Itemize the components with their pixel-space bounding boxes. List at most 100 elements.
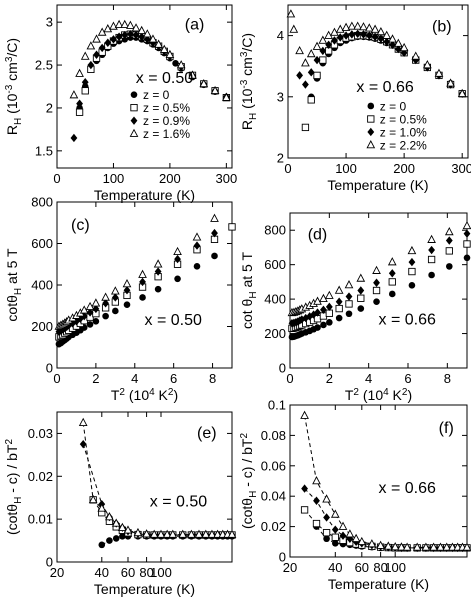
x-tick-label: 4 [131, 371, 138, 386]
data-point [353, 21, 363, 30]
data-point [383, 541, 393, 550]
data-point [338, 521, 348, 530]
y-tick-label: 2.5 [35, 58, 53, 73]
data-point [210, 213, 219, 222]
y-tick-label: 2 [46, 100, 53, 115]
data-point [133, 527, 143, 537]
data-point [376, 26, 386, 36]
data-point [412, 542, 422, 551]
data-point [137, 25, 147, 34]
y-axis-label: (cotθH - c) / bT2 [4, 439, 24, 536]
data-point [302, 313, 310, 323]
plot-frame [56, 4, 233, 169]
data-point [126, 20, 135, 29]
data-point [347, 21, 357, 30]
data-point [302, 80, 309, 89]
x-tick-label: 20 [283, 560, 297, 575]
data-point [462, 220, 471, 230]
data-point [393, 38, 403, 47]
x-tick-label: 0 [284, 161, 291, 176]
y-tick-label: 200 [264, 326, 286, 341]
data-point [331, 525, 339, 534]
data-point [131, 23, 141, 32]
data-point [174, 254, 181, 264]
data-point [373, 298, 380, 305]
data-point [165, 49, 175, 59]
x-tick-label: 6 [404, 371, 411, 386]
data-point [445, 236, 453, 245]
y-tick-label: 0.02 [28, 469, 53, 484]
data-point [174, 275, 181, 283]
data-point [213, 529, 222, 538]
y-tick-label: 1.5 [35, 143, 53, 158]
data-point [93, 50, 100, 59]
x-tick-label: 20 [50, 565, 64, 580]
data-series [69, 19, 231, 101]
series-line [82, 443, 232, 536]
legend-marker [366, 140, 376, 149]
legend-label: z = 0.5% [380, 112, 427, 126]
panel-label: (c) [71, 217, 90, 234]
data-point [79, 439, 87, 449]
data-point [356, 273, 366, 282]
panel-label: (e) [197, 425, 217, 442]
data-point [318, 35, 328, 44]
data-series [300, 506, 471, 552]
data-point [344, 280, 354, 289]
legend-marker [367, 127, 375, 137]
data-point [156, 529, 166, 538]
data-point [222, 92, 231, 101]
composition-annotation: x = 0.50 [136, 70, 193, 87]
y-axis-label: cot θH at 5 T [239, 252, 259, 329]
data-point [91, 298, 101, 307]
data-point [111, 518, 121, 527]
data-point [118, 522, 127, 531]
data-point [300, 410, 309, 419]
data-point [323, 535, 330, 543]
data-point [306, 48, 316, 58]
data-point [428, 245, 435, 255]
data-point [357, 536, 367, 546]
data-point [289, 24, 299, 33]
legend-label: z = 0.9% [143, 114, 190, 128]
legend-marker [367, 102, 375, 110]
legend-marker [367, 115, 375, 123]
y-tick-label: 0.1 [268, 398, 286, 413]
data-point [78, 417, 88, 426]
data-point [105, 512, 114, 521]
panel-label: (d) [308, 227, 328, 244]
data-series [79, 439, 236, 540]
data-point [446, 263, 453, 270]
data-point [122, 279, 132, 288]
x-tick-label: 100 [335, 161, 357, 176]
x-tick-label: 2 [326, 371, 333, 386]
data-point [345, 310, 353, 318]
data-point [463, 254, 471, 262]
data-point [382, 30, 392, 39]
data-point [330, 27, 339, 36]
data-point [423, 60, 432, 69]
data-point [313, 55, 321, 65]
data-point [312, 519, 321, 528]
data-point [429, 542, 438, 551]
composition-annotation: x = 0.66 [356, 79, 413, 96]
data-point [98, 541, 106, 549]
data-point [81, 78, 89, 87]
y-tick-label: 0 [279, 361, 286, 376]
data-point [159, 44, 169, 53]
legend-marker [130, 116, 138, 125]
data-series [288, 254, 471, 341]
y-tick-label: 0.01 [28, 512, 53, 527]
data-point [436, 542, 445, 551]
data-series [55, 223, 236, 341]
x-tick-label: 80 [373, 560, 387, 575]
data-point [193, 241, 201, 250]
data-point [301, 123, 310, 132]
data-point [111, 293, 119, 302]
data-point [201, 529, 211, 538]
data-point [334, 285, 344, 294]
data-point [357, 294, 365, 302]
data-point [86, 321, 94, 328]
x-tick-label: 300 [451, 161, 471, 176]
legend-marker [130, 103, 138, 112]
